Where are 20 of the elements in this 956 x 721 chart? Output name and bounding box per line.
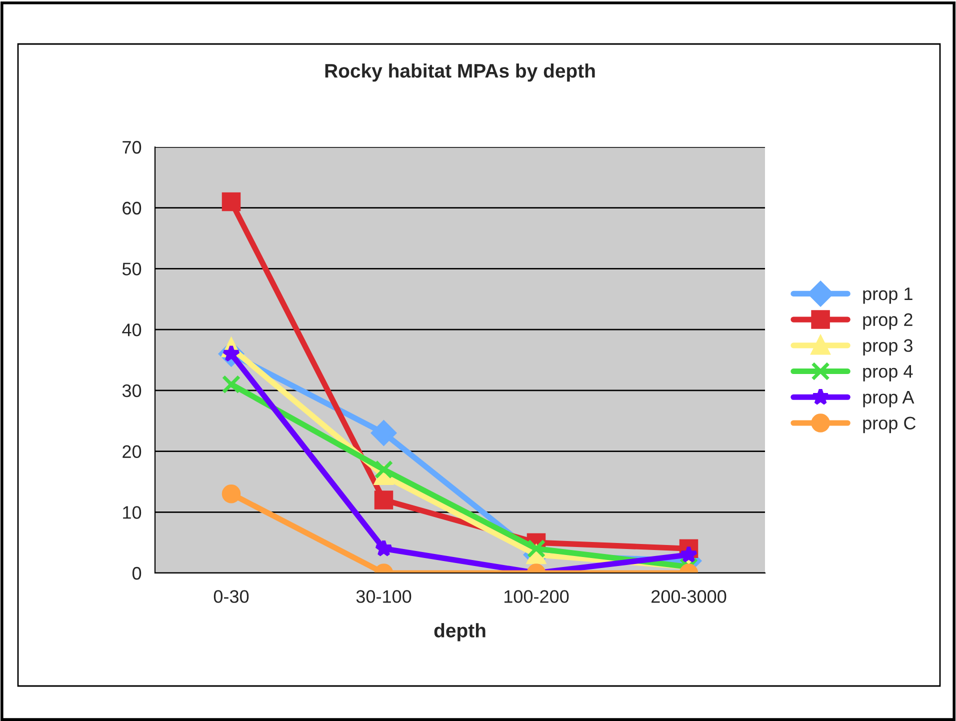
legend-label: prop 3 xyxy=(863,339,912,356)
y-tick-label: 50 xyxy=(122,262,142,276)
legend-label: prop 2 xyxy=(863,313,912,330)
y-tick-label: 0 xyxy=(132,566,142,580)
y-tick-label: 20 xyxy=(122,445,142,458)
y-tick-label: 40 xyxy=(122,324,142,336)
y-tick-label: 30 xyxy=(122,384,142,398)
legend-label: prop 4 xyxy=(863,365,913,382)
legend-label: prop 1 xyxy=(863,288,912,304)
legend-label: prop A xyxy=(863,391,914,408)
x-tick-label: 0-30 xyxy=(214,590,249,603)
legend-label: prop C xyxy=(863,416,916,434)
y-tick-label: 10 xyxy=(123,506,142,519)
x-axis-title: depth xyxy=(434,623,486,642)
x-tick-label: 200-3000 xyxy=(652,590,726,603)
x-tick-label: 30-100 xyxy=(356,590,412,603)
y-tick-label: 70 xyxy=(122,140,142,154)
x-tick-label: 100-200 xyxy=(504,590,569,603)
y-tick-label: 60 xyxy=(122,202,142,215)
chart-title: Rocky habitat MPAs by depth xyxy=(325,63,595,82)
